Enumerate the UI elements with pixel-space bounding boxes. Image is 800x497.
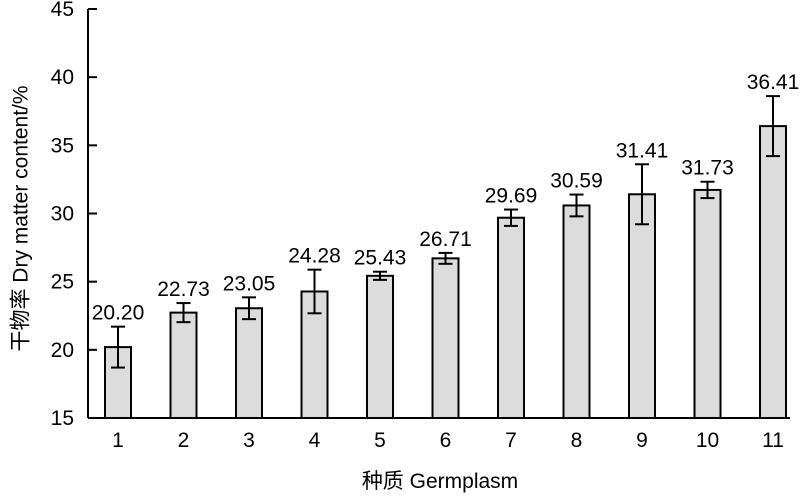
bar [366,274,394,419]
y-tick-label: 15 [51,407,74,430]
bar [759,125,787,420]
x-tick-label: 6 [440,429,452,452]
x-tick-label: 2 [178,429,190,452]
bar [235,307,263,420]
x-tick-label: 9 [636,429,648,452]
data-label: 24.28 [288,245,341,268]
y-tick-label: 35 [51,134,74,157]
bar [562,204,591,419]
y-tick-label: 30 [51,203,74,226]
x-tick-label: 3 [243,429,255,452]
bar [693,188,722,419]
x-axis-title: 种质 Germplasm [362,470,518,493]
y-tick-label: 25 [51,271,74,294]
y-tick-label: 40 [51,66,74,89]
bar [169,311,198,419]
data-label: 31.41 [616,139,669,162]
bars: 20.20 22.73 23.05 24.28 25.43 26.71 29.69 30.59… [92,71,800,420]
x-tick-label: 4 [309,429,321,452]
x-tick-label: 10 [696,429,719,452]
x-tick-label: 8 [571,429,583,452]
data-label: 26.71 [419,228,472,251]
y-axis: 15 20 25 30 35 40 45 [51,0,97,430]
data-label: 31.73 [681,157,734,180]
y-axis-title: 干物率 Dry matter content/% [10,85,33,351]
x-tick-label: 11 [762,429,784,452]
data-label: 36.41 [747,71,800,94]
data-label: 20.20 [92,302,145,325]
x-tick-label: 7 [505,429,517,452]
bar [628,193,656,419]
data-label: 25.43 [354,247,407,270]
x-tick-label: 5 [374,429,386,452]
y-tick-label: 20 [51,339,74,362]
bar [431,257,460,419]
x-tick-label: 1 [112,429,124,452]
data-label: 29.69 [485,185,538,208]
data-label: 30.59 [550,170,603,193]
y-tick-label: 45 [51,0,74,21]
bar [497,216,525,419]
data-label: 22.73 [157,278,210,301]
data-label: 23.05 [223,272,276,295]
